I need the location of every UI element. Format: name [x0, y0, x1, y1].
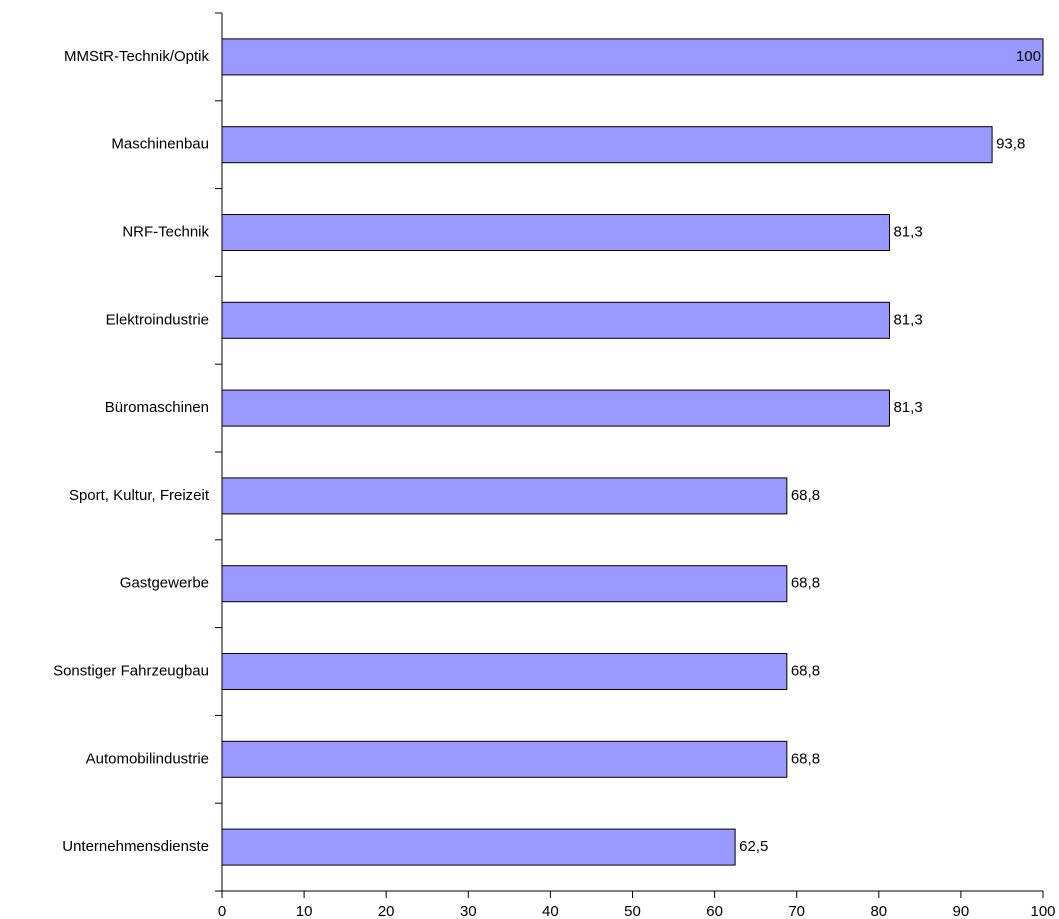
bar: [221, 828, 736, 866]
x-tick-label: 70: [788, 903, 805, 919]
value-label: 62,5: [739, 838, 768, 855]
x-tick-label: 40: [542, 903, 559, 919]
y-tick-label: Gastgewerbe: [120, 575, 209, 592]
bar: [221, 477, 788, 515]
value-label: 93,8: [996, 136, 1025, 153]
y-tick-label: Maschinenbau: [111, 136, 209, 153]
y-tick-label: MMStR-Technik/Optik: [64, 48, 210, 65]
y-tick-label: Unternehmensdienste: [62, 838, 209, 855]
x-tick-label: 90: [953, 903, 970, 919]
value-label: 81,3: [893, 223, 922, 240]
bar: [221, 389, 890, 427]
y-tick-label: Sport, Kultur, Freizeit: [69, 487, 210, 504]
y-tick-label: NRF-Technik: [122, 223, 209, 240]
value-label: 68,8: [791, 662, 820, 679]
bar: [221, 38, 1044, 76]
value-label: 68,8: [791, 575, 820, 592]
value-label: 100: [1016, 48, 1041, 65]
bar: [221, 214, 890, 251]
value-label: 81,3: [893, 399, 922, 416]
y-tick-label: Elektroindustrie: [106, 311, 209, 328]
x-tick-label: 10: [296, 903, 313, 919]
y-tick-label: Sonstiger Fahrzeugbau: [53, 662, 209, 679]
x-tick-label: 50: [624, 903, 641, 919]
x-tick-label: 20: [378, 903, 395, 919]
bar: [221, 740, 788, 778]
y-tick-label: Automobilindustrie: [86, 750, 209, 767]
x-tick-label: 80: [870, 903, 887, 919]
value-label: 81,3: [893, 311, 922, 328]
y-tick-label: Büromaschinen: [105, 399, 209, 416]
bar: [221, 653, 788, 690]
x-tick-label: 100: [1030, 903, 1055, 919]
value-label: 68,8: [791, 487, 820, 504]
bar: [221, 565, 788, 603]
bar: [221, 301, 890, 339]
value-label: 68,8: [791, 750, 820, 767]
x-tick-label: 60: [706, 903, 723, 919]
x-tick-label: 30: [460, 903, 477, 919]
bar: [221, 126, 993, 164]
x-tick-label: 0: [218, 903, 226, 919]
